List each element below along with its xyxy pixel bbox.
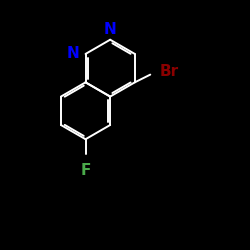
- Text: N: N: [66, 46, 79, 62]
- Text: Br: Br: [159, 64, 178, 79]
- Text: F: F: [80, 163, 91, 178]
- Text: N: N: [104, 22, 117, 37]
